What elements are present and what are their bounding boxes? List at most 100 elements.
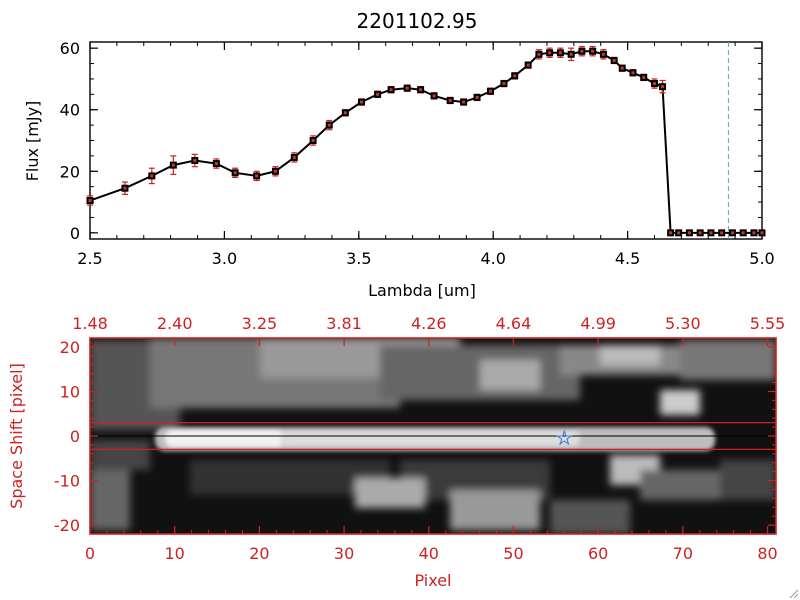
data-point-center [687, 231, 691, 235]
img-x-tick-label: 80 [757, 544, 777, 563]
x-tick-label: 3.5 [346, 249, 371, 268]
image-y-tick-labels: -20 -10 0 10 20 [54, 338, 80, 535]
data-point-center [537, 52, 541, 56]
img-top-tick-label: 2.40 [157, 314, 193, 333]
flux-error-bars [87, 46, 666, 206]
image-y-axis-label: Space Shift [pixel] [7, 363, 26, 509]
data-point-center [193, 159, 197, 163]
img-x-tick-label: 40 [419, 544, 439, 563]
data-point-center [591, 49, 595, 53]
data-point-center [741, 231, 745, 235]
data-point-center [489, 89, 493, 93]
data-point-center [405, 86, 409, 90]
data-point-center [620, 66, 624, 70]
y-tick-label: 0 [70, 224, 80, 243]
x-tick-label: 3.0 [212, 249, 237, 268]
data-point-center [88, 199, 92, 203]
image-top-wavelength-labels: 1.48 2.40 3.25 3.81 4.26 4.64 4.99 5.30 5.55 [72, 314, 785, 333]
spectrum-y-axis-label: Flux [mJy] [23, 101, 42, 182]
data-point-center [760, 231, 764, 235]
img-x-tick-label: 20 [249, 544, 269, 563]
image-x-axis-label: Pixel [414, 571, 451, 590]
flux-data-points [86, 47, 766, 237]
spectrum-plot-frame [89, 41, 763, 240]
data-point-center [432, 94, 436, 98]
data-point-center [327, 123, 331, 127]
data-point-center [526, 63, 530, 67]
data-point-center [677, 231, 681, 235]
data-point-center [255, 174, 259, 178]
img-top-tick-label: 5.55 [750, 314, 786, 333]
data-point-center [376, 92, 380, 96]
data-point-center [273, 169, 277, 173]
data-point-center [631, 71, 635, 75]
data-point-center [612, 58, 616, 62]
flux-line [89, 50, 762, 234]
x-tick-label: 4.0 [480, 249, 505, 268]
spectrum-axis-ticks [89, 42, 763, 239]
data-point-center [661, 85, 665, 89]
resize-grip-icon[interactable] [789, 589, 799, 599]
img-x-tick-label: 30 [334, 544, 354, 563]
img-y-tick-label: 0 [70, 427, 80, 446]
data-point-center [311, 139, 315, 142]
img-y-tick-label: 20 [60, 338, 80, 357]
y-tick-label: 40 [60, 101, 80, 120]
img-top-tick-label: 3.81 [326, 314, 362, 333]
data-point-center [448, 98, 452, 102]
img-top-tick-label: 4.26 [411, 314, 447, 333]
y-tick-label: 60 [60, 39, 80, 58]
data-point-center [171, 163, 175, 167]
data-point-center [548, 51, 552, 55]
image-axis-ticks [89, 337, 776, 535]
img-y-tick-label: -10 [54, 472, 80, 491]
spectral-image [90, 338, 776, 534]
data-point-center [730, 231, 734, 235]
img-top-tick-label: 5.30 [665, 314, 701, 333]
x-tick-label: 5.0 [749, 249, 774, 268]
data-point-center [502, 82, 506, 86]
spectrum-y-tick-labels: 0 20 40 60 [60, 39, 80, 243]
image-x-tick-labels: 0 10 20 30 40 50 60 70 80 [85, 544, 778, 563]
data-point-center [698, 231, 702, 235]
data-point-center [513, 74, 517, 78]
data-point-center [475, 95, 479, 99]
data-point-center [558, 51, 562, 55]
data-point-center [720, 231, 724, 235]
data-point-center [642, 75, 646, 79]
data-point-center [389, 88, 393, 92]
data-point-center [233, 171, 237, 175]
img-top-tick-label: 3.25 [242, 314, 278, 333]
img-x-tick-label: 70 [673, 544, 693, 563]
data-point-center [462, 100, 466, 104]
img-x-tick-label: 60 [588, 544, 608, 563]
data-point-center [580, 49, 584, 53]
star-marker-icon: ★ [556, 428, 572, 449]
data-point-center [709, 231, 713, 235]
data-point-center [752, 231, 756, 235]
img-x-tick-label: 0 [85, 544, 95, 563]
chart-title: 2201102.95 [357, 9, 478, 33]
y-tick-label: 20 [60, 162, 80, 181]
data-point-center [292, 155, 296, 159]
data-point-center [150, 174, 154, 178]
x-tick-label: 2.5 [77, 249, 102, 268]
spectrum-x-tick-labels: 2.5 3.0 3.5 4.0 4.5 5.0 [77, 249, 774, 268]
data-point-center [359, 100, 363, 104]
data-point-center [343, 111, 347, 115]
data-point-center [123, 186, 127, 190]
img-top-tick-label: 4.64 [496, 314, 532, 333]
spectrum-x-axis-label: Lambda [um] [368, 281, 476, 300]
data-point-center [419, 88, 423, 92]
x-tick-label: 4.5 [615, 249, 640, 268]
data-point-center [652, 82, 656, 86]
img-x-tick-label: 50 [503, 544, 523, 563]
img-x-tick-label: 10 [165, 544, 185, 563]
img-y-tick-label: -20 [54, 516, 80, 535]
data-point-center [569, 52, 573, 56]
data-point-center [214, 162, 218, 166]
data-point-center [601, 52, 605, 56]
img-top-tick-label: 4.99 [580, 314, 616, 333]
img-y-tick-label: 10 [60, 382, 80, 401]
